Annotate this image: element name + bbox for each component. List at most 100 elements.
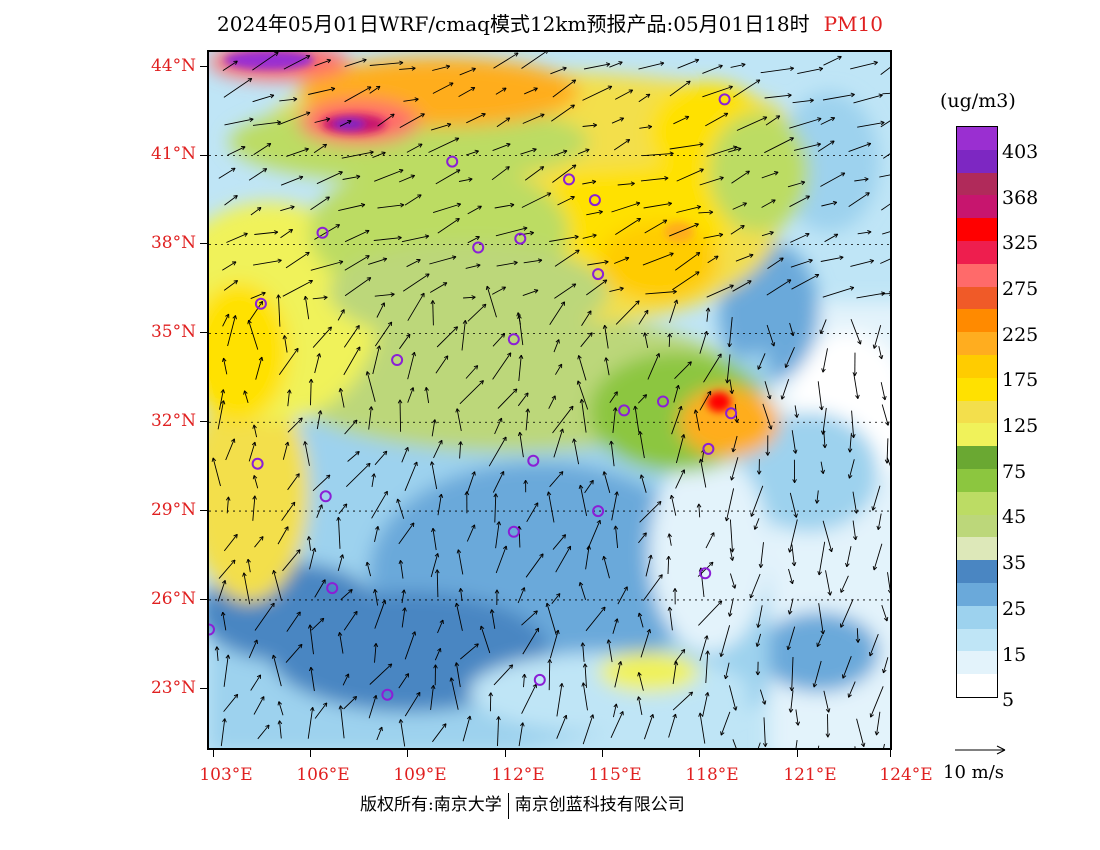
wind-vector [255,356,264,380]
wind-vector [437,493,444,516]
wind-vector [432,82,454,94]
wind-vector [523,258,543,264]
wind-vector [465,365,479,379]
copyright: 版权所有:南京大学 南京创蓝科技有限公司 [360,790,685,819]
wind-vector [341,150,374,159]
wind-vector [214,646,220,661]
wind-vector [485,285,497,318]
wind-vector [434,569,440,598]
lon-tick [505,749,506,757]
city-marker [319,490,332,503]
wind-vector [252,475,259,489]
wind-vector [766,279,792,296]
city-marker [592,505,605,518]
wind-vector [613,139,631,151]
wind-vector [791,273,820,290]
wind-vector [880,258,890,264]
wind-vector [314,702,328,719]
wind-vector [247,300,264,324]
wind-vector [280,205,295,212]
legend-label-125: 125 [1002,415,1039,437]
legend-label-325: 325 [1002,232,1039,254]
wind-vector [373,235,402,241]
wind-vector [252,424,258,438]
wind-vector [402,273,430,292]
wind-vector [343,610,358,631]
wind-vector [553,339,560,353]
wind-vector [786,626,796,651]
copyright-divider [507,792,509,819]
wind-vector [404,194,422,206]
wind-vector [520,147,537,155]
wind-vector [307,624,314,655]
color-bar-swatch [957,218,997,241]
color-bar-swatch [957,400,997,424]
wind-vector [377,202,405,209]
wind-vector [644,219,668,234]
wind-vector [494,417,503,435]
wind-vector [880,120,890,128]
wind-vector [729,548,735,561]
wind-vector [250,207,262,216]
wind-vector [454,662,461,688]
wind-vector [602,324,609,349]
wind-vector [727,598,734,617]
wind-vector [371,473,376,487]
wind-vector [460,643,479,660]
wind-vector [496,117,511,128]
wind-vector [376,726,383,741]
wind-vector [554,283,577,299]
color-bar-swatch [957,514,997,538]
wind-vector [398,719,406,747]
wind-vector [398,560,404,579]
wind-vector [791,544,797,567]
wind-vector [252,120,281,126]
wind-vector [374,321,393,347]
city-marker [618,404,631,417]
map-title: 2024年05月01日WRF/cmaq模式12km预报产品:05月01日18时 P… [0,8,1100,37]
color-bar-swatch [957,468,997,492]
wind-vector [312,474,331,492]
wind-vector [879,174,890,178]
lon-label-118: 118°E [685,765,739,785]
wind-vector [852,491,859,514]
wind-vector [750,485,764,517]
wind-vector [642,252,674,266]
wind-vector [698,458,707,488]
lat-label-26: 26°N [150,589,196,609]
wind-vector [760,66,794,74]
wind-vector [436,326,459,348]
wind-vector [812,660,822,688]
wind-vector [466,471,476,494]
wind-vector [795,740,798,748]
wind-vector [459,67,476,76]
city-marker [381,688,394,701]
wind-vector [495,521,502,549]
city-marker [391,354,404,366]
wind-vector [493,493,499,523]
wind-vector [792,459,797,484]
wind-vector [609,286,624,293]
wind-vector [521,192,552,208]
color-bar-swatch [957,651,997,675]
city-marker [527,454,540,467]
wind-vector [637,612,644,628]
wind-vector [282,441,290,460]
wind-vector [857,120,885,128]
wind-vector [347,451,360,462]
wind-vector [521,52,548,69]
lat-label-29: 29°N [150,500,196,520]
wind-vector [309,547,317,570]
wind-vector [401,234,430,243]
wind-vector [557,196,575,206]
wind-vector [374,526,380,542]
wind-vector [430,300,436,326]
wind-vector [887,572,890,594]
wind-vector [703,232,724,239]
wind-vector [549,471,564,488]
wind-vector [578,484,588,516]
wind-vector [764,137,794,154]
wind-vector [272,569,283,601]
wind-vector [705,307,711,322]
city-marker [592,268,605,281]
